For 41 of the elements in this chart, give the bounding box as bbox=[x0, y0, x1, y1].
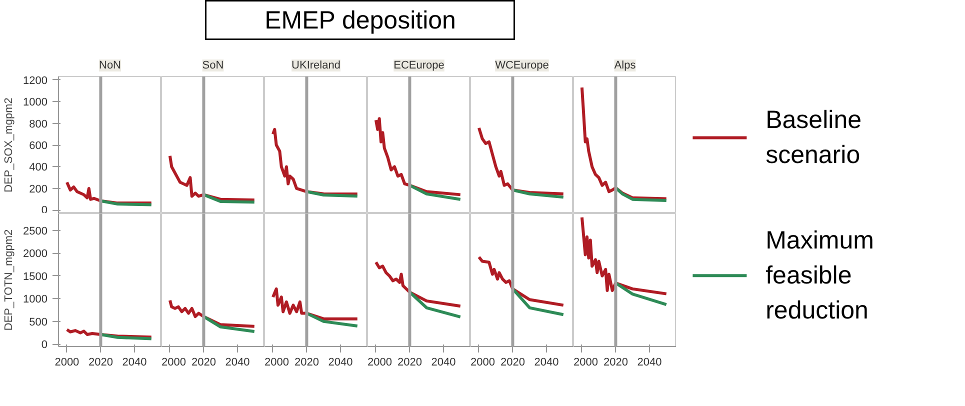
chart-title: WCEurope bbox=[495, 60, 549, 72]
y-tick-label: 600 bbox=[29, 140, 48, 152]
legend-label: Maximum feasible reduction bbox=[766, 226, 874, 325]
x-tick-label: 2020 bbox=[88, 356, 113, 368]
text: EMEP deposition bbox=[264, 6, 456, 34]
y-tick-label: 0 bbox=[41, 339, 48, 352]
y-tick-label: 1000 bbox=[23, 294, 48, 306]
chart-title: Alps bbox=[614, 60, 636, 72]
y-tick-label: 800 bbox=[29, 118, 48, 130]
x-tick-label: 2040 bbox=[122, 356, 147, 368]
x-tick-label: 2020 bbox=[191, 356, 216, 368]
y-tick-label: 1500 bbox=[23, 270, 48, 283]
x-tick-label: 2000 bbox=[264, 356, 289, 368]
x-tick-label: 2040 bbox=[534, 356, 559, 368]
y-tick-label: 200 bbox=[29, 183, 48, 196]
x-tick-label: 2040 bbox=[328, 356, 353, 368]
y-tick-label: 2500 bbox=[23, 225, 48, 238]
x-tick-label: 2040 bbox=[637, 356, 662, 368]
y-tick-label: 1000 bbox=[23, 96, 48, 109]
x-tick-label: 2000 bbox=[574, 356, 598, 368]
x-tick-label: 2000 bbox=[368, 356, 392, 368]
x-tick-label: 2020 bbox=[500, 356, 525, 368]
chart-title: UKIreland bbox=[292, 60, 340, 72]
x-tick-label: 2040 bbox=[431, 356, 456, 368]
y-axis-title: DEP_TOTN_mgpm2 bbox=[3, 229, 16, 331]
y-tick-label: 500 bbox=[29, 316, 48, 328]
x-tick-label: 2020 bbox=[603, 356, 628, 368]
x-tick-label: 2020 bbox=[397, 356, 422, 368]
chart-title: NoN bbox=[98, 60, 122, 72]
x-tick-label: 2000 bbox=[470, 356, 495, 368]
x-tick-label: 2020 bbox=[294, 356, 319, 368]
x-tick-label: 2000 bbox=[162, 356, 186, 368]
y-tick-label: 2000 bbox=[23, 248, 48, 260]
chart-title: ECEurope bbox=[394, 60, 444, 72]
chart-title: SoN bbox=[202, 60, 224, 72]
y-tick-label: 400 bbox=[29, 162, 48, 174]
y-axis-title: DEP_SOX_mgpm2 bbox=[3, 98, 16, 192]
legend-label: Baseline scenario bbox=[766, 106, 862, 170]
x-tick-label: 2000 bbox=[54, 356, 80, 368]
x-tick-label: 2040 bbox=[225, 356, 250, 368]
y-tick-label: 1200 bbox=[23, 74, 48, 87]
